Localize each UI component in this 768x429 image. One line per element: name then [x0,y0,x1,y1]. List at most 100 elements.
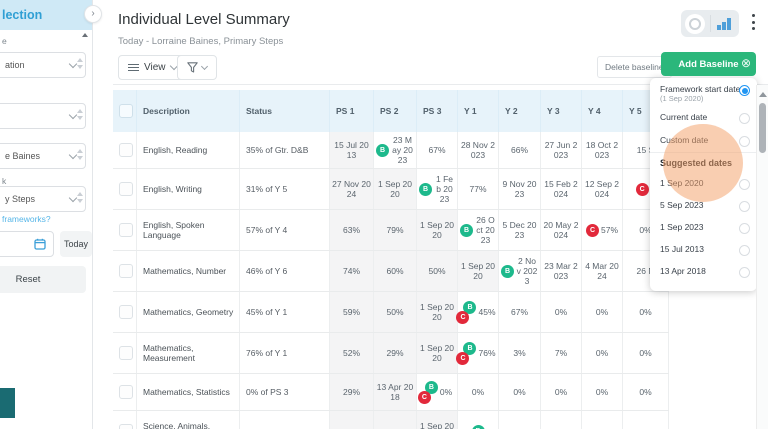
cell-value: 60% [386,265,404,276]
row-checkbox[interactable] [119,346,133,360]
value-cell: 50% [417,251,458,291]
stepper-down-icon[interactable] [77,199,83,203]
row-checkbox[interactable] [119,182,133,196]
field-stepper[interactable] [77,192,83,203]
chart-view-icon[interactable] [717,17,733,30]
sidebar-dropdown[interactable] [0,103,86,129]
vertical-scrollbar[interactable] [756,85,768,429]
sidebar-bottom-accent [0,388,15,418]
summary-view-icon[interactable] [685,13,705,34]
baseline-option-framework-start-date[interactable]: Framework start date (1 Sep 2020) [660,84,750,103]
radio-selected[interactable] [739,85,750,96]
value-cell: 59% [330,292,374,332]
row-checkbox[interactable] [119,264,133,278]
suggested-date-option[interactable]: 15 Jul 2013 [660,244,750,256]
radio-unselected[interactable] [739,201,750,212]
value-cell: B C 76% [456,333,499,373]
row-checkbox[interactable] [119,385,133,399]
cell-value: 15 Jul 2013 [334,139,369,160]
radio-unselected[interactable] [739,136,750,147]
description-text: Science, Animals, including [143,421,211,429]
value-cell: 52% [330,333,374,373]
value-cell [623,411,669,429]
row-checkbox[interactable] [119,424,133,429]
sidebar-scroll-up-icon[interactable] [82,33,88,37]
cell-value: 5 Dec 2023 [502,219,537,240]
sidebar-dropdown[interactable]: y Steps [0,186,86,212]
description-cell: Mathematics, Statistics [137,374,240,410]
stepper-up-icon[interactable] [77,192,83,196]
cell-value: 29% [386,347,404,358]
stepper-down-icon[interactable] [77,116,83,120]
baseline-badge: B [424,380,438,394]
value-cell: B C 45% [456,292,499,332]
sidebar-dropdown[interactable]: e Baines [0,143,86,169]
suggested-date-option[interactable]: 1 Sep 2023 [660,222,750,234]
value-cell: 0% [541,292,582,332]
current-badge: C [635,182,649,196]
baseline-option-custom-date[interactable]: Custom date [660,135,750,147]
cell-value: 0% [595,386,609,397]
value-cell: 15 Feb 2024 [541,169,582,209]
suggested-date-option[interactable]: 1 Sep 2020 [660,178,750,190]
add-baseline-button[interactable]: Add Baseline ⊗ [661,52,756,76]
field-stepper[interactable] [77,149,83,160]
cell-value: 26 Oct 2023 [476,214,495,246]
select-all-checkbox[interactable] [119,104,133,118]
field-stepper[interactable] [77,109,83,120]
row-checkbox-cell [113,411,137,429]
row-checkbox[interactable] [119,305,133,319]
radio-unselected[interactable] [739,179,750,190]
page-title: Individual Level Summary [118,11,290,28]
dismiss-circle-icon[interactable]: ⊗ [740,56,751,70]
description-text: Mathematics, Number [143,266,227,276]
cell-value: 0% [639,224,652,235]
cell-value: 15 S [636,144,655,155]
sidebar-tab-selection[interactable]: lection [2,8,43,22]
scrollbar-up-arrow-icon[interactable] [759,92,767,97]
value-cell: B C 0% [417,374,458,410]
today-button[interactable]: Today [60,231,92,257]
option-sublabel: (1 Sep 2020) [660,94,704,104]
cell-value: 27 Jun 2023 [544,139,578,160]
stepper-down-icon[interactable] [77,156,83,160]
suggested-date-option[interactable]: 13 Apr 2018 [660,266,750,278]
row-checkbox[interactable] [119,143,133,157]
description-cell: Mathematics, Geometry [137,292,240,332]
row-checkbox[interactable] [119,223,133,237]
radio-unselected[interactable] [739,245,750,256]
value-cell: B 26 Oct 2023 [458,210,499,250]
cell-value: 0% [595,347,609,358]
column-header-y-4: Y 4 [582,90,623,132]
view-button[interactable]: View [118,55,187,80]
filter-button[interactable] [177,55,217,80]
radio-unselected[interactable] [739,223,750,234]
suggested-date-option[interactable]: 5 Sep 2023 [660,200,750,212]
value-cell: 1 Sep 2020 [417,292,458,332]
description-cell: English, Writing [137,169,240,209]
table-row: English, Writing 31% of Y 5 27 Nov 2024 1 S… [113,169,669,210]
stepper-up-icon[interactable] [77,109,83,113]
radio-unselected[interactable] [739,267,750,278]
value-cell: 27 Jun 2023 [541,132,582,168]
stepper-down-icon[interactable] [77,65,83,69]
baseline-option-current-date[interactable]: Current date [660,112,750,124]
field-stepper[interactable] [77,58,83,69]
stepper-up-icon[interactable] [77,149,83,153]
reset-button[interactable]: Reset [0,266,86,293]
value-cell: 0% [499,374,541,410]
scrollbar-thumb[interactable] [759,103,766,153]
option-label: 15 Jul 2013 [660,244,704,254]
kebab-menu-icon[interactable] [752,14,755,30]
radio-unselected[interactable] [739,113,750,124]
donut-icon [689,17,701,30]
frameworks-help-link[interactable]: frameworks? [2,214,51,224]
sidebar-collapse-button[interactable]: › [84,5,102,23]
badge-group: B [460,223,473,237]
stepper-up-icon[interactable] [77,58,83,62]
sidebar-dropdown[interactable]: ation [0,52,86,78]
option-label: Current date [660,112,708,122]
date-input[interactable] [0,231,54,257]
value-cell: 3% [499,333,541,373]
